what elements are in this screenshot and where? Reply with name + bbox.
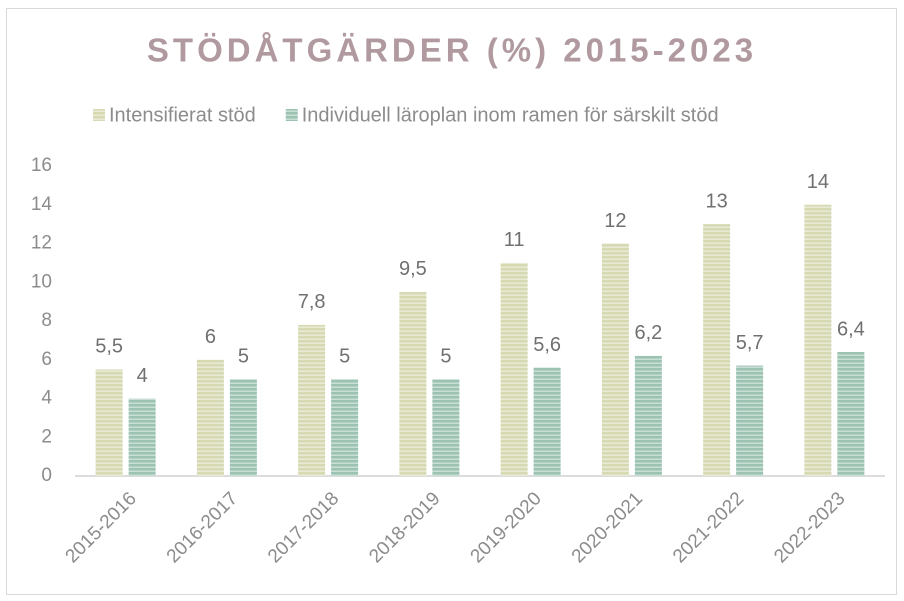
bar bbox=[331, 379, 359, 476]
bar bbox=[399, 291, 427, 476]
data-label: 5 bbox=[440, 345, 451, 367]
legend: Intensifierat stöd Individuell läroplan i… bbox=[93, 104, 719, 126]
chart-title: STÖDÅTGÄRDER (%) 2015-2023 bbox=[147, 32, 757, 69]
data-label: 11 bbox=[504, 229, 525, 251]
data-label: 5 bbox=[238, 345, 249, 367]
bar bbox=[837, 352, 865, 476]
y-tick-label: 0 bbox=[41, 465, 52, 486]
data-label: 9,5 bbox=[399, 258, 427, 280]
bar bbox=[95, 369, 123, 476]
data-label: 5 bbox=[339, 345, 350, 367]
bar bbox=[601, 243, 629, 476]
bar bbox=[736, 365, 764, 476]
y-tick-label: 4 bbox=[41, 388, 52, 409]
data-label: 5,7 bbox=[736, 332, 764, 354]
data-label: 5,6 bbox=[533, 334, 561, 356]
chart-frame bbox=[6, 8, 897, 595]
y-tick-label: 14 bbox=[31, 194, 53, 215]
y-tick-label: 10 bbox=[31, 271, 52, 292]
data-label: 4 bbox=[137, 365, 148, 387]
y-tick-label: 12 bbox=[31, 233, 52, 254]
bar bbox=[298, 324, 326, 476]
bar bbox=[432, 379, 460, 476]
y-tick-label: 6 bbox=[41, 349, 52, 370]
bar bbox=[128, 398, 156, 476]
legend-swatch bbox=[285, 109, 298, 121]
legend-label: Intensifierat stöd bbox=[109, 104, 256, 126]
data-label: 13 bbox=[706, 190, 728, 212]
bar bbox=[703, 224, 731, 476]
data-label: 7,8 bbox=[298, 291, 326, 313]
y-tick-label: 8 bbox=[41, 310, 52, 331]
data-label: 5,5 bbox=[95, 336, 123, 358]
bar bbox=[196, 359, 224, 476]
bar bbox=[533, 367, 561, 476]
bar bbox=[500, 262, 528, 476]
bar bbox=[634, 355, 662, 476]
y-tick-label: 2 bbox=[41, 426, 52, 447]
bar bbox=[229, 379, 257, 476]
legend-label: Individuell läroplan inom ramen för särs… bbox=[302, 104, 719, 126]
data-label: 14 bbox=[807, 171, 829, 193]
y-tick-label: 16 bbox=[31, 155, 52, 176]
legend-swatch bbox=[93, 109, 105, 121]
data-label: 6 bbox=[205, 326, 216, 348]
bar bbox=[804, 204, 832, 476]
data-label: 12 bbox=[604, 210, 626, 232]
data-label: 6,2 bbox=[634, 322, 662, 344]
data-label: 6,4 bbox=[837, 318, 865, 340]
